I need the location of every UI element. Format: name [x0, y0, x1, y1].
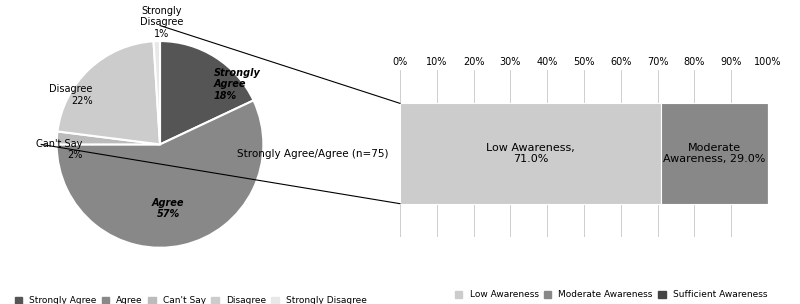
Text: Strongly
Disagree
1%: Strongly Disagree 1%	[140, 6, 184, 39]
Wedge shape	[154, 41, 160, 144]
Text: Strongly
Agree
18%: Strongly Agree 18%	[214, 68, 261, 101]
Legend: Strongly Agree, Agree, Can't Say, Disagree, Strongly Disagree: Strongly Agree, Agree, Can't Say, Disagr…	[14, 296, 366, 304]
Wedge shape	[160, 41, 254, 144]
Text: Moderate
Awareness, 29.0%: Moderate Awareness, 29.0%	[663, 143, 766, 164]
Text: Low Awareness,
71.0%: Low Awareness, 71.0%	[486, 143, 575, 164]
Wedge shape	[58, 41, 160, 144]
Legend: Low Awareness, Moderate Awareness, Sufficient Awareness: Low Awareness, Moderate Awareness, Suffi…	[451, 287, 771, 303]
Bar	[662, 103, 768, 204]
Text: Strongly Agree/Agree (n=75): Strongly Agree/Agree (n=75)	[238, 149, 389, 158]
Text: Agree
57%: Agree 57%	[152, 198, 185, 219]
Wedge shape	[57, 131, 160, 144]
Text: Can't Say
2%: Can't Say 2%	[36, 139, 82, 161]
Bar	[400, 103, 662, 204]
Text: Disagree
22%: Disagree 22%	[50, 84, 93, 105]
Wedge shape	[57, 100, 263, 248]
